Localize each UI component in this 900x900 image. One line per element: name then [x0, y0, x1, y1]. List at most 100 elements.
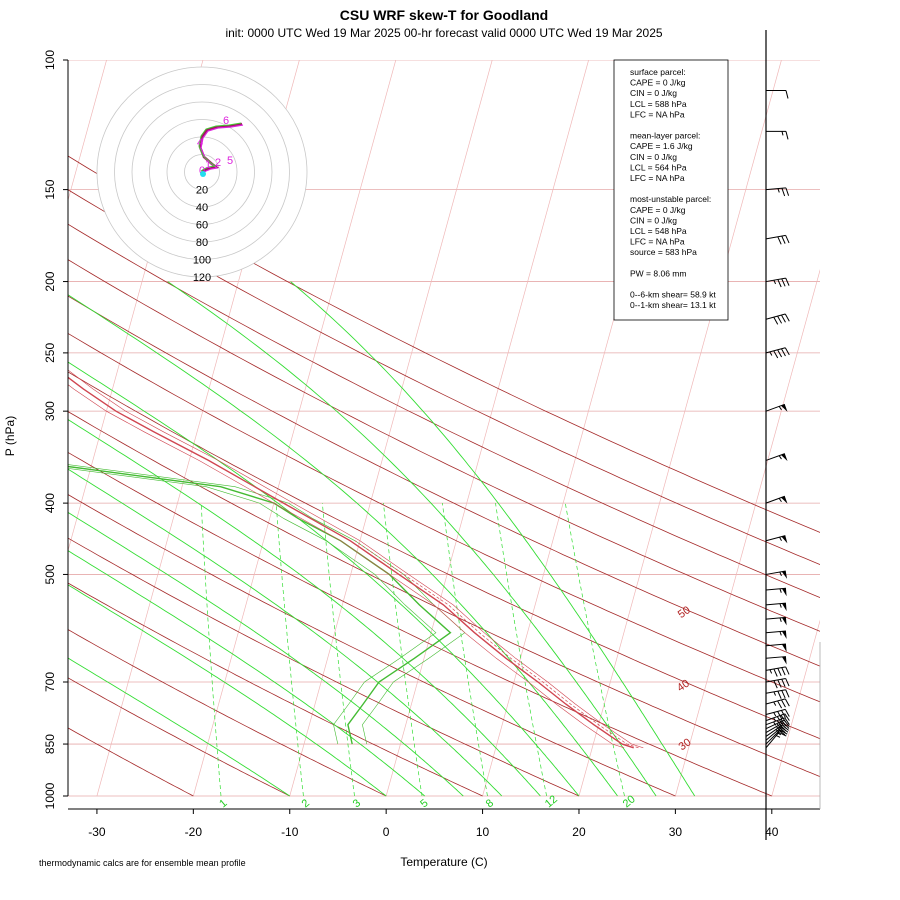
x-tick-label: 10	[476, 825, 490, 839]
wind-barb-half	[779, 631, 782, 636]
dewpoint-member-line	[68, 464, 466, 745]
wind-barb	[765, 602, 787, 612]
mixing-ratio-line	[495, 503, 547, 797]
wind-barb	[765, 616, 787, 626]
wind-barb-full	[773, 316, 779, 325]
dry-adiabat-line	[68, 371, 820, 740]
chart-title: CSU WRF skew-T for Goodland	[340, 7, 548, 23]
wind-barb-full	[777, 236, 782, 245]
wind-barb	[766, 130, 789, 140]
info-box-line: PW = 8.06 mm	[630, 268, 686, 278]
info-box-line: most-unstable parcel:	[630, 194, 711, 204]
info-box-line: 0--6-km shear= 58.9 kt	[630, 290, 716, 300]
wind-barb	[765, 587, 787, 597]
wind-barb-flag	[781, 535, 788, 544]
wind-barb-shaft	[765, 453, 785, 461]
hodograph-height-label: 6	[223, 115, 229, 127]
wind-barb-full	[777, 679, 782, 688]
wind-barb-shaft	[765, 678, 786, 683]
wind-barb-shaft	[765, 722, 784, 734]
dry-adiabat-line	[68, 259, 820, 632]
info-box-line: mean-layer parcel:	[630, 131, 700, 141]
wind-barb	[765, 708, 790, 719]
info-box-line: CAPE = 0 J/kg	[630, 78, 686, 88]
y-tick-label: 700	[43, 672, 57, 692]
dry-adiabat-label: 30	[677, 736, 694, 753]
wind-barb	[765, 570, 788, 579]
wind-barb-flag	[781, 404, 788, 412]
wind-barb-shaft	[765, 234, 786, 240]
wind-barb	[765, 453, 788, 462]
hodograph-height-label: 1	[205, 159, 211, 171]
wind-barb	[765, 666, 790, 677]
wind-barb-half	[779, 536, 782, 541]
wind-barb-shaft	[765, 666, 786, 671]
x-tick-label: 20	[572, 825, 586, 839]
y-tick-label: 250	[43, 343, 57, 363]
wind-barb	[765, 732, 787, 749]
wind-barb-shaft	[765, 689, 786, 694]
info-box-line: CIN = 0 J/kg	[630, 88, 677, 98]
mixing-ratio-line	[200, 503, 222, 797]
wind-barb-full	[784, 709, 790, 717]
wind-barb-flag	[781, 656, 787, 665]
isotherm-line	[192, 60, 397, 797]
wind-barb-full	[784, 717, 790, 725]
wind-barb-shaft	[765, 570, 786, 575]
wind-barb-shaft	[765, 698, 786, 705]
dry-adiabat-line	[68, 494, 676, 797]
dry-adiabat-line	[68, 451, 772, 797]
wind-barb-full	[777, 690, 782, 699]
y-tick-label: 400	[43, 493, 57, 513]
dry-adiabat-line	[68, 155, 820, 533]
wind-barb-full	[777, 349, 783, 358]
wind-barb-flag	[781, 617, 787, 626]
wind-barb-half	[779, 617, 782, 622]
wind-barb	[765, 717, 790, 728]
x-tick-label: -20	[185, 825, 203, 839]
isotherm-line	[675, 268, 820, 797]
info-box-line: surface parcel:	[630, 67, 686, 77]
wind-barb-full	[780, 718, 787, 727]
info-box-line: LFC = NA hPa	[630, 173, 685, 183]
footnote: thermodynamic calcs are for ensemble mea…	[39, 858, 246, 868]
mixing-ratio-line	[442, 503, 488, 797]
wind-barb-half	[773, 279, 777, 285]
isotherm-line	[771, 619, 820, 797]
info-box-line: LFC = NA hPa	[630, 237, 685, 247]
wind-barb	[765, 643, 787, 652]
moist-adiabat-line	[290, 281, 696, 797]
moist-adiabat-line	[68, 361, 580, 797]
mixing-ratio-line	[564, 503, 625, 797]
wind-barb-half	[773, 721, 777, 726]
wind-barb-full	[781, 667, 786, 676]
wind-barb	[766, 89, 789, 99]
wind-barb	[765, 277, 790, 288]
wind-barb-flag	[781, 630, 787, 639]
dry-adiabat-label: 50	[676, 604, 693, 621]
y-tick-label: 850	[43, 734, 57, 754]
info-box-line: LCL = 564 hPa	[630, 162, 687, 172]
wind-barb-full	[781, 188, 786, 197]
wind-barb	[765, 713, 790, 724]
wind-barb	[765, 403, 788, 412]
wind-barb-shaft	[765, 347, 786, 354]
wind-barb-full	[773, 350, 779, 359]
wind-barb-full	[785, 678, 790, 687]
moist-adiabat-line	[68, 419, 541, 797]
hodograph-height-label: 4	[197, 137, 203, 149]
wind-barb-shaft	[765, 495, 785, 504]
wind-barb-full	[784, 713, 790, 721]
wind-barb-full	[781, 278, 786, 287]
wind-barb-full	[784, 347, 790, 356]
wind-barb	[765, 689, 790, 699]
wind-barb-full	[777, 315, 783, 324]
wind-barb-half	[773, 701, 777, 706]
hodograph-height-label: 5	[227, 155, 233, 167]
info-box-line: source = 583 hPa	[630, 247, 697, 257]
wind-barb	[765, 656, 787, 665]
hodograph-ring-label: 120	[193, 272, 211, 284]
hodograph-member-trace	[198, 122, 242, 172]
x-tick-label: -30	[88, 825, 106, 839]
